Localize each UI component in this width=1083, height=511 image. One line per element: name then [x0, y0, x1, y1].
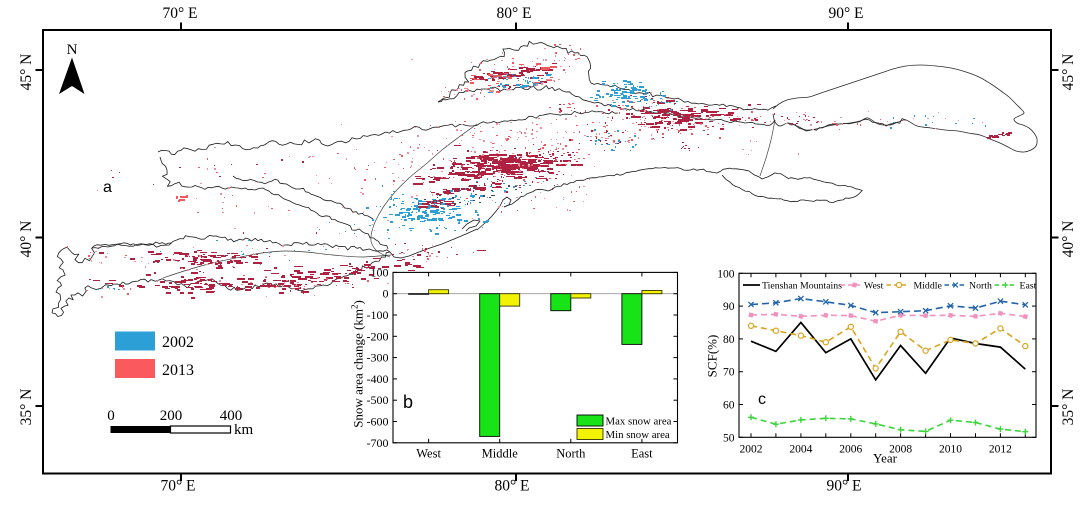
svg-text:SCF(%): SCF(%): [705, 335, 720, 378]
svg-text:Max snow area: Max snow area: [606, 416, 672, 428]
svg-text:90° E: 90° E: [826, 478, 861, 495]
svg-text:Min snow area: Min snow area: [606, 429, 670, 441]
svg-text:North: North: [556, 446, 586, 460]
svg-text:35° N: 35° N: [1060, 389, 1077, 426]
svg-text:80° E: 80° E: [494, 478, 529, 495]
svg-text:2012: 2012: [989, 443, 1012, 455]
svg-text:N: N: [67, 42, 78, 58]
svg-text:45° N: 45° N: [1060, 54, 1077, 91]
svg-text:-400: -400: [367, 372, 389, 386]
svg-text:Middle: Middle: [914, 281, 943, 292]
svg-text:90: 90: [723, 301, 735, 313]
svg-text:Tienshan Mountains: Tienshan Mountains: [762, 281, 842, 292]
svg-text:50: 50: [723, 432, 735, 444]
svg-text:70° E: 70° E: [162, 5, 197, 22]
svg-text:400: 400: [220, 408, 243, 424]
svg-text:km: km: [234, 422, 254, 438]
svg-text:2004: 2004: [789, 443, 812, 455]
svg-text:-600: -600: [367, 415, 389, 429]
svg-text:-700: -700: [367, 436, 389, 450]
svg-text:West: West: [864, 281, 884, 292]
svg-text:70: 70: [723, 367, 735, 379]
svg-text:2010: 2010: [939, 443, 962, 455]
svg-text:North: North: [969, 281, 992, 292]
svg-text:2013: 2013: [162, 362, 194, 379]
svg-text:2002: 2002: [162, 334, 194, 351]
svg-text:Snow area change (km2): Snow area change (km2): [350, 300, 366, 428]
svg-text:0: 0: [383, 287, 389, 301]
svg-text:2008: 2008: [889, 443, 912, 455]
svg-text:West: West: [416, 446, 441, 460]
svg-text:2006: 2006: [839, 443, 862, 455]
svg-text:70° E: 70° E: [160, 478, 195, 495]
svg-text:80° E: 80° E: [496, 5, 531, 22]
svg-text:c: c: [758, 391, 766, 408]
svg-text:100: 100: [717, 268, 735, 280]
svg-text:45° N: 45° N: [18, 54, 35, 91]
svg-text:60: 60: [723, 400, 735, 412]
svg-text:0: 0: [107, 408, 115, 424]
svg-text:-100: -100: [367, 308, 389, 322]
svg-text:East: East: [1020, 281, 1037, 292]
svg-text:35° N: 35° N: [18, 389, 35, 426]
svg-text:a: a: [103, 179, 112, 196]
svg-text:2002: 2002: [740, 443, 763, 455]
svg-text:80: 80: [723, 334, 735, 346]
svg-text:Year: Year: [873, 451, 898, 466]
svg-text:200: 200: [160, 408, 183, 424]
svg-text:-300: -300: [367, 351, 389, 365]
svg-text:40° N: 40° N: [1060, 221, 1077, 258]
svg-text:Middle: Middle: [482, 446, 519, 460]
svg-text:40° N: 40° N: [18, 221, 35, 258]
svg-text:b: b: [403, 392, 413, 412]
svg-text:-500: -500: [367, 393, 389, 407]
svg-text:90° E: 90° E: [828, 5, 863, 22]
svg-text:-200: -200: [367, 329, 389, 343]
svg-text:East: East: [631, 446, 653, 460]
svg-text:100: 100: [371, 265, 389, 279]
